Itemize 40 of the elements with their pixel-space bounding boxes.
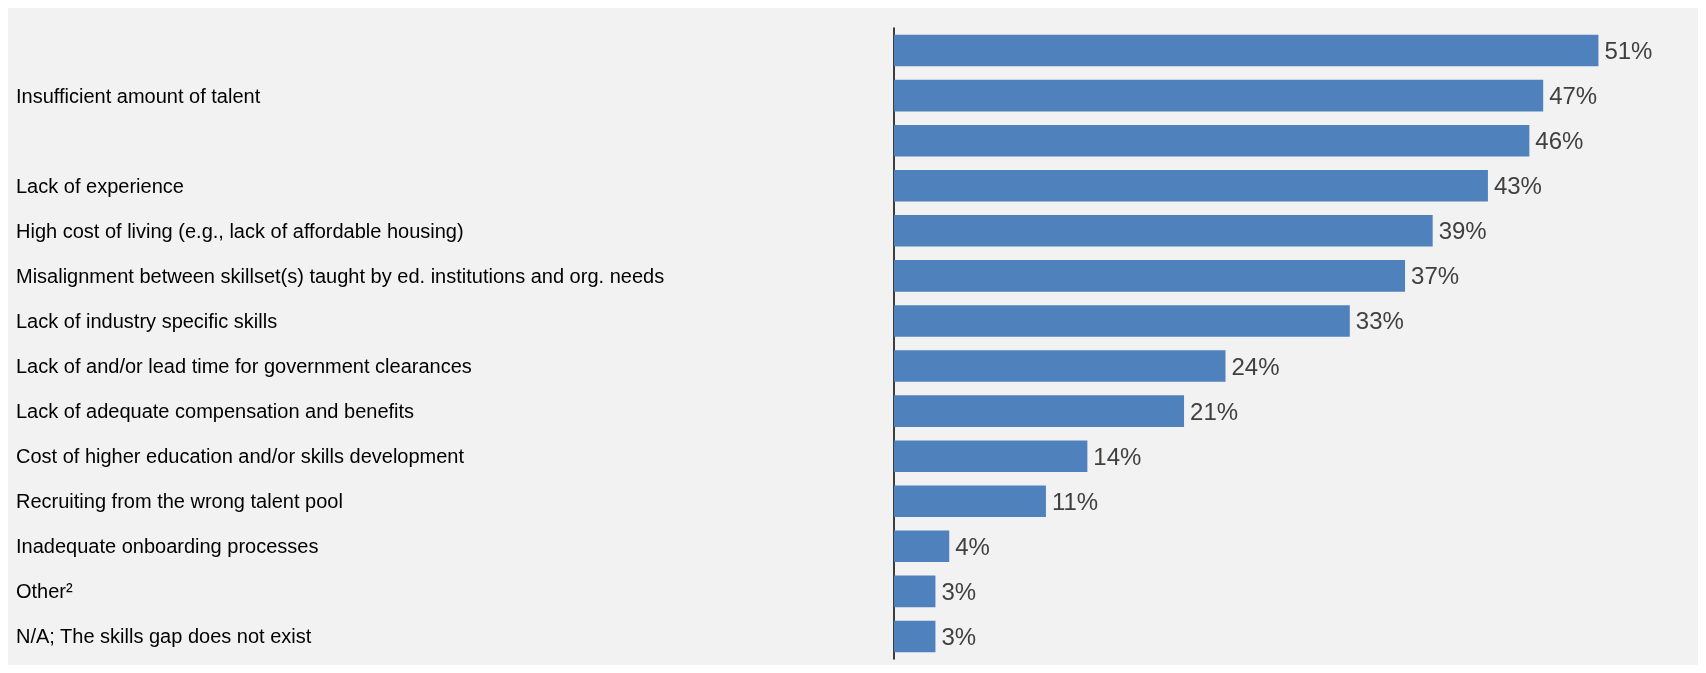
bar [894,79,1544,112]
bar [894,485,1046,518]
y-tick-label: Other² [16,580,74,603]
data-label: 4% [955,532,990,560]
data-label: 14% [1093,442,1142,470]
bar [894,350,1226,382]
bar [894,260,1406,292]
y-tick-label: Insufficient amount of talent [16,84,261,107]
data-label: 47% [1549,82,1598,110]
bar [894,124,1530,157]
y-tick-label: Recruiting from the wrong talent pool [16,490,343,513]
data-label: 11% [1051,487,1099,515]
data-label: 21% [1190,397,1239,425]
y-tick-label: Misalignment between skillset(s) taught by ed. institutions and org. needs [16,264,665,287]
data-label: 43% [1493,172,1542,200]
bar [894,305,1350,337]
y-tick-label: Lack of experience [16,174,184,197]
bar [894,395,1185,427]
y-tick-label: N/A; The skills gap does not exist [16,625,312,648]
y-tick-label: Inadequate onboarding processes [16,535,319,558]
bar [894,34,1599,67]
data-label: 3% [941,622,977,650]
y-tick-label: Lack of adequate compensation and benefits [16,400,415,423]
bar [894,169,1488,202]
bar [894,440,1088,472]
y-tick-label: High cost of living (e.g., lack of affordable housing) [16,219,464,242]
data-label: 24% [1231,352,1280,380]
y-tick-label: Cost of higher education and/or skills development [16,445,465,468]
bar [894,575,936,608]
data-label: 33% [1355,307,1404,335]
data-label: 37% [1411,262,1460,290]
bar [894,530,950,563]
data-label: 39% [1438,217,1487,245]
y-tick-label: Lack of industry specific skills [16,309,278,332]
bar [894,620,936,653]
data-label: 3% [941,577,977,605]
y-tick-label: Lack of and/or lead time for government clearances [16,355,472,378]
data-label: 46% [1535,127,1584,155]
bar [894,215,1433,247]
data-label: 51% [1604,37,1653,65]
